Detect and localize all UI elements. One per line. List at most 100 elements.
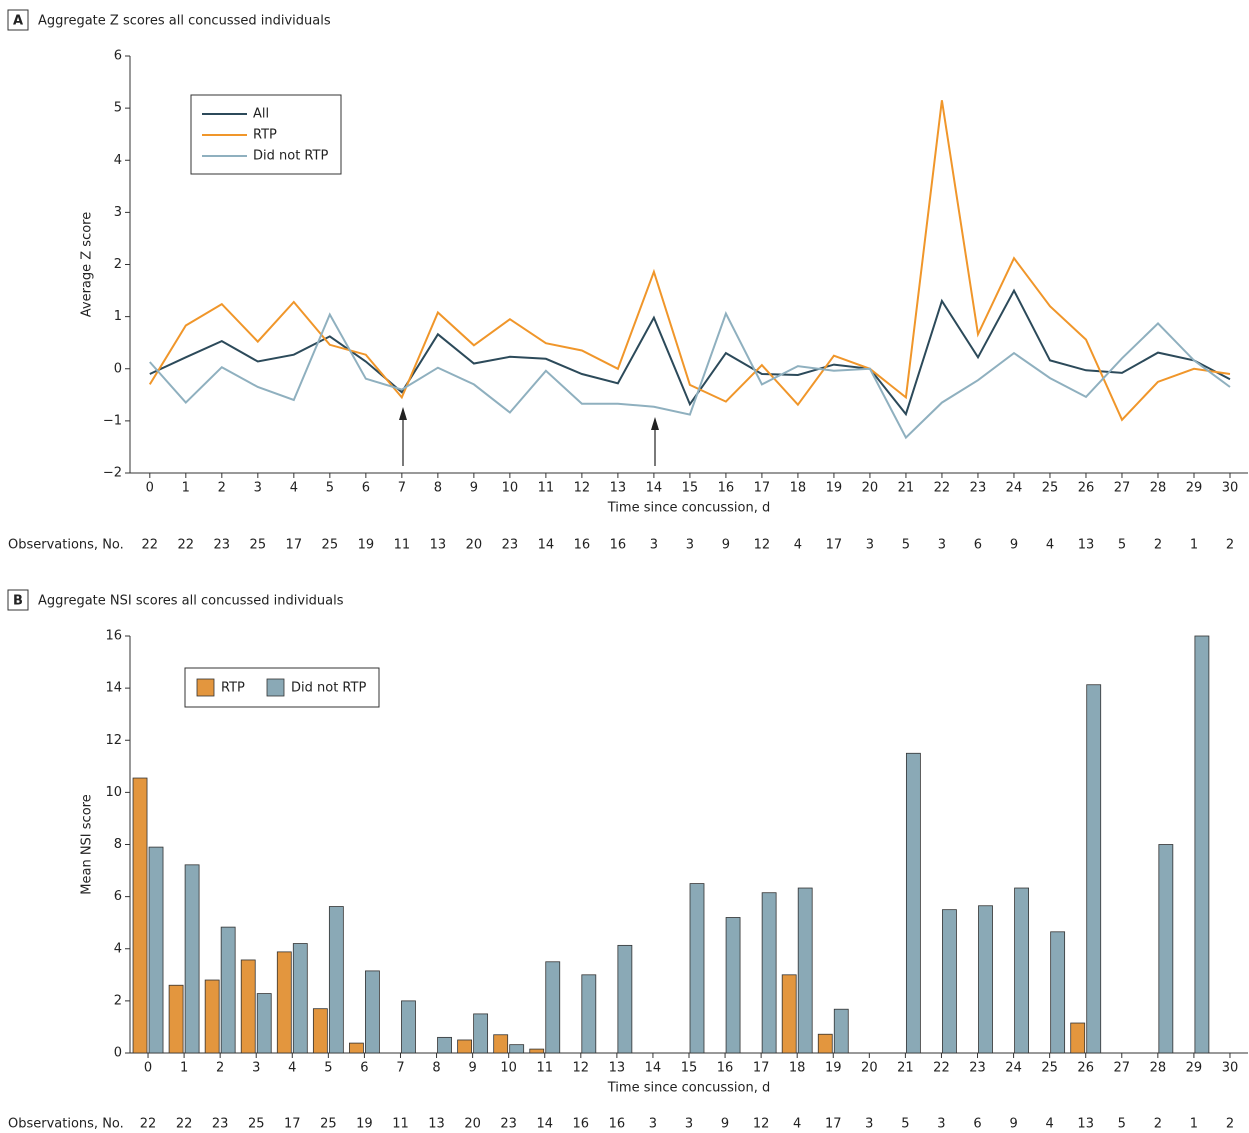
- bar: [545, 961, 561, 1054]
- x-tick-label: 25: [1042, 481, 1059, 496]
- observation-count: 17: [286, 538, 303, 553]
- x-tick-label: 11: [536, 1061, 553, 1076]
- x-tick-label: 4: [290, 481, 298, 496]
- x-tick-label: 13: [610, 481, 627, 496]
- legend-label: Did not RTP: [291, 681, 366, 696]
- x-tick-label: 4: [288, 1061, 296, 1076]
- x-tick-label: 30: [1222, 481, 1239, 496]
- bar: [256, 993, 272, 1054]
- x-tick-label: 12: [573, 1061, 590, 1076]
- x-tick-label: 18: [790, 481, 807, 496]
- x-tick-label: 22: [934, 481, 951, 496]
- y-axis-label: Average Z score: [80, 212, 95, 318]
- x-tick-label: 15: [681, 1061, 698, 1076]
- bar: [276, 951, 292, 1054]
- y-tick-label: 10: [105, 785, 122, 800]
- y-tick-label: 6: [114, 49, 122, 64]
- observation-count: 12: [754, 538, 771, 553]
- bar: [761, 892, 777, 1054]
- bar: [509, 1044, 525, 1054]
- observation-count: 20: [466, 538, 483, 553]
- bar: [204, 979, 220, 1054]
- x-tick-label: 18: [789, 1061, 806, 1076]
- y-tick-label: −1: [103, 413, 122, 428]
- x-tick-label: 23: [969, 1061, 986, 1076]
- legend-box: [184, 667, 380, 708]
- y-tick-label: 8: [114, 837, 122, 852]
- observations-label: Observations, No.: [8, 1117, 124, 1132]
- observation-count: 3: [865, 1117, 873, 1132]
- x-tick-label: 16: [717, 1061, 734, 1076]
- y-tick-label: 4: [114, 941, 122, 956]
- y-tick-label: 16: [105, 629, 122, 644]
- x-tick-label: 29: [1186, 481, 1203, 496]
- observation-count: 3: [686, 538, 694, 553]
- x-tick-label: 21: [897, 1061, 914, 1076]
- observation-count: 23: [214, 538, 231, 553]
- y-tick-label: 2: [114, 257, 122, 272]
- observation-count: 23: [212, 1117, 229, 1132]
- x-tick-label: 19: [826, 481, 843, 496]
- bar: [365, 970, 380, 1054]
- bar: [148, 846, 164, 1054]
- observation-count: 3: [938, 538, 946, 553]
- observation-count: 17: [826, 538, 843, 553]
- observation-count: 4: [794, 538, 802, 553]
- bar: [437, 1036, 452, 1054]
- x-tick-label: 9: [468, 1061, 476, 1076]
- observation-count: 11: [394, 538, 411, 553]
- x-tick-label: 26: [1077, 1061, 1094, 1076]
- observation-count: 1: [1190, 538, 1198, 553]
- x-tick-label: 28: [1150, 1061, 1167, 1076]
- observation-count: 5: [1118, 1117, 1126, 1132]
- x-tick-label: 6: [362, 481, 370, 496]
- x-tick-label: 6: [360, 1061, 368, 1076]
- bar: [942, 909, 957, 1054]
- observation-count: 22: [140, 1117, 157, 1132]
- x-tick-label: 2: [216, 1061, 224, 1076]
- observation-count: 23: [500, 1117, 517, 1132]
- observation-count: 3: [685, 1117, 693, 1132]
- panel-badge: [7, 9, 29, 31]
- observation-count: 14: [536, 1117, 553, 1132]
- bar: [473, 1013, 489, 1054]
- observation-count: 16: [610, 538, 627, 553]
- observation-count: 2: [1226, 1117, 1234, 1132]
- line-series: [149, 310, 1231, 440]
- x-tick-label: 5: [326, 481, 334, 496]
- y-tick-label: 5: [114, 101, 122, 116]
- x-tick-label: 0: [144, 1061, 152, 1076]
- panel-title: Aggregate NSI scores all concussed indiv…: [38, 594, 344, 609]
- bar: [401, 1000, 416, 1054]
- x-tick-label: 19: [825, 1061, 842, 1076]
- observation-count: 6: [974, 538, 982, 553]
- y-tick-label: 14: [105, 681, 122, 696]
- observation-count: 17: [284, 1117, 301, 1132]
- x-tick-label: 3: [254, 481, 262, 496]
- observation-count: 2: [1154, 1117, 1162, 1132]
- line-series: [149, 288, 1231, 417]
- observation-count: 13: [428, 1117, 445, 1132]
- x-tick-label: 0: [146, 481, 154, 496]
- y-tick-label: 4: [114, 153, 122, 168]
- bar: [833, 1008, 849, 1054]
- observation-count: 20: [464, 1117, 481, 1132]
- bar: [817, 1033, 833, 1054]
- x-tick-label: 8: [432, 1061, 440, 1076]
- x-tick-label: 24: [1005, 1061, 1022, 1076]
- bar: [168, 984, 184, 1054]
- observation-count: 22: [176, 1117, 193, 1132]
- x-tick-label: 30: [1222, 1061, 1239, 1076]
- bar: [1194, 635, 1210, 1054]
- observation-count: 1: [1190, 1117, 1198, 1132]
- y-tick-label: 12: [105, 733, 122, 748]
- observation-count: 16: [573, 1117, 590, 1132]
- x-tick-label: 1: [180, 1061, 188, 1076]
- x-tick-label: 20: [861, 1061, 878, 1076]
- observation-count: 14: [538, 538, 555, 553]
- bar: [1158, 844, 1174, 1054]
- y-axis-label: Mean NSI score: [80, 794, 95, 894]
- observation-count: 2: [1226, 538, 1234, 553]
- observation-count: 22: [142, 538, 159, 553]
